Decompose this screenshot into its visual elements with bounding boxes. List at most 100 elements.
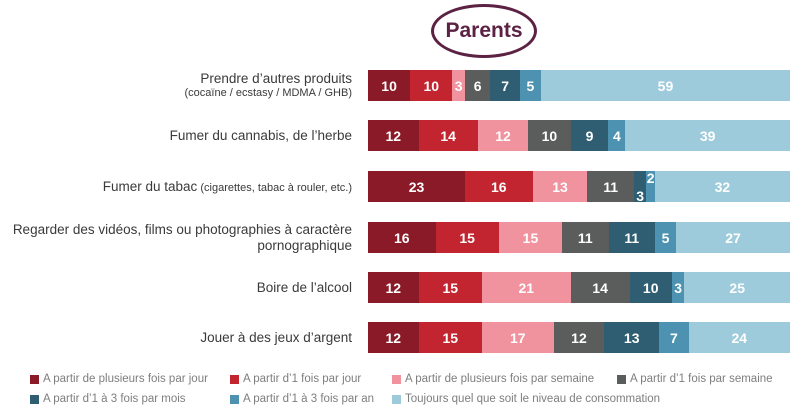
legend-swatch <box>30 394 39 404</box>
bar-segment: 7 <box>490 70 520 101</box>
segment-value: 39 <box>699 127 716 144</box>
segment-value: 16 <box>393 229 410 246</box>
bar-segment: 25 <box>684 272 790 303</box>
legend-label: Toujours quel que soit le niveau de cons… <box>405 393 661 405</box>
segment-value: 13 <box>623 329 640 346</box>
segment-value: 9 <box>585 127 594 144</box>
bar-segment: 10 <box>368 70 411 101</box>
legend-label: A partir de plusieurs fois par jour <box>43 373 208 385</box>
segment-value: 23 <box>408 178 425 195</box>
legend-item: A partir d’1 à 3 fois par mois <box>30 392 186 406</box>
segment-value: 59 <box>657 77 674 94</box>
legend-label: A partir de plusieurs fois par semaine <box>405 373 595 385</box>
segment-value: 10 <box>423 77 440 94</box>
category-sublabel-text: (cocaïne / ecstasy / MDMA / GHB) <box>184 86 353 99</box>
legend-item: A partir de plusieurs fois par jour <box>30 372 208 386</box>
stacked-bar: 10 10 3 6 7 5 59 <box>368 70 790 101</box>
category-label: Fumer du cannabis, de l’herbe <box>0 128 352 144</box>
segment-value: 12 <box>385 329 402 346</box>
legend-swatch <box>230 374 239 384</box>
segment-value: 12 <box>571 329 587 346</box>
bar-segment: 12 <box>368 120 419 151</box>
bar-segment: 5 <box>654 222 677 253</box>
segment-value: 5 <box>526 77 535 94</box>
bar-segment: 15 <box>435 222 499 253</box>
category-label-text: Regarder des vidéos, films ou photograph… <box>12 221 352 253</box>
stacked-bar: 12 15 17 12 13 7 24 <box>368 322 790 353</box>
bar-segment: 10 <box>410 70 453 101</box>
bar-segment: 11 <box>562 222 609 253</box>
segment-value: 25 <box>729 279 745 296</box>
category-label: Prendre d’autres produits (cocaïne / ecst… <box>0 71 353 99</box>
segment-value: 14 <box>592 279 608 296</box>
legend-item: A partir de plusieurs fois par semaine <box>392 372 594 386</box>
bar-segment: 12 <box>553 322 605 353</box>
chart-title-oval: Parents <box>431 4 537 58</box>
segment-value: 7 <box>670 329 678 346</box>
segment-value: 15 <box>459 229 475 246</box>
category-label-text: Fumer du tabac <box>102 178 198 194</box>
stacked-bar: 16 15 15 11 11 5 27 <box>368 222 790 253</box>
legend-item: A partir d’1 fois par jour <box>230 372 361 386</box>
legend-item: Toujours quel que soit le niveau de cons… <box>392 392 660 406</box>
segment-value: 4 <box>613 127 621 144</box>
legend-item: A partir d’1 fois par semaine <box>617 372 773 386</box>
segment-value: 15 <box>442 279 459 296</box>
segment-value: 5 <box>661 229 670 246</box>
segment-value: 17 <box>510 329 526 346</box>
segment-value: 3 <box>674 279 683 296</box>
bar-segment: 17 <box>481 322 554 353</box>
segment-value: 16 <box>491 178 507 195</box>
segment-value: 24 <box>731 329 748 346</box>
bar-segment: 3 <box>671 272 685 303</box>
category-label-text: Prendre d’autres produits <box>200 71 352 87</box>
stacked-bar: 23 16 13 11 3 2 32 <box>368 171 790 204</box>
segment-value: 3 <box>454 77 463 94</box>
bar-segment: 12 <box>477 120 529 151</box>
legend-item: A partir d’1 à 3 fois par an <box>230 392 374 406</box>
chart-row: Fumer du cannabis, de l’herbe 12 14 12 10 9 4 3… <box>0 120 802 151</box>
segment-value: 15 <box>522 229 539 246</box>
bar-segment: 39 <box>625 120 790 151</box>
segment-value: 32 <box>714 178 731 195</box>
bar-segment: 12 <box>368 272 419 303</box>
bar-segment: 16 <box>368 222 436 253</box>
bar-segment: 15 <box>418 272 482 303</box>
bar-segment: 3 <box>452 70 466 101</box>
segment-value: 27 <box>725 229 741 246</box>
bar-segment: 4 <box>608 120 626 151</box>
segment-value: 15 <box>442 329 459 346</box>
bar-segment: 6 <box>465 70 491 101</box>
bar-segment: 5 <box>519 70 541 101</box>
bar-segment: 13 <box>604 322 660 353</box>
segment-value: 7 <box>501 77 509 94</box>
bar-segment: 59 <box>540 70 790 101</box>
legend-swatch <box>617 374 626 384</box>
legend-swatch <box>30 374 39 384</box>
bar-segment: 27 <box>676 222 790 253</box>
chart-row: Fumer du tabac (cigarettes, tabac à roul… <box>0 171 802 204</box>
bar-segment: 24 <box>688 322 790 353</box>
legend-label: A partir d’1 fois par jour <box>243 373 362 385</box>
segment-value: 12 <box>385 279 402 296</box>
chart-row: Boire de l’alcool 12 15 21 14 10 3 25 <box>0 272 802 303</box>
bar-segment: 10 <box>629 272 672 303</box>
bar-segment: 2 <box>646 171 655 202</box>
bar-segment: 23 <box>368 171 466 202</box>
segment-value: 10 <box>381 77 397 94</box>
legend-swatch <box>392 374 401 384</box>
stacked-bar: 12 14 12 10 9 4 39 <box>368 120 790 151</box>
bar-segment: 12 <box>368 322 419 353</box>
segment-value: 11 <box>577 229 593 246</box>
category-label: Fumer du tabac (cigarettes, tabac à roul… <box>0 179 352 195</box>
bar-segment: 14 <box>570 272 630 303</box>
segment-value: 3 <box>636 188 645 204</box>
segment-value: 10 <box>642 279 659 296</box>
legend-swatch <box>230 394 239 404</box>
category-label: Boire de l’alcool <box>0 280 352 296</box>
stacked-bar: 12 15 21 14 10 3 25 <box>368 272 790 303</box>
segment-value: 6 <box>473 77 482 94</box>
bar-segment: 9 <box>570 120 609 151</box>
category-sublabel-text: (cigarettes, tabac à rouler, etc.) <box>197 181 352 194</box>
